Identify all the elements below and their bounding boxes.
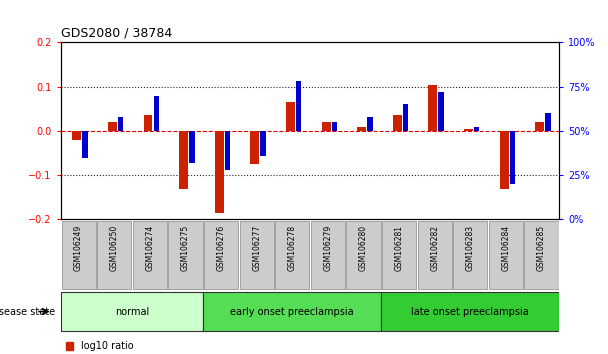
FancyBboxPatch shape — [381, 292, 559, 331]
FancyBboxPatch shape — [133, 221, 167, 289]
Text: GDS2080 / 38784: GDS2080 / 38784 — [61, 27, 172, 40]
Bar — [367, 117, 373, 131]
Bar — [438, 92, 444, 131]
Bar — [250, 131, 260, 164]
Bar — [358, 127, 366, 131]
Text: GSM106284: GSM106284 — [502, 225, 511, 271]
FancyBboxPatch shape — [453, 221, 488, 289]
Text: GSM106283: GSM106283 — [466, 225, 475, 271]
Text: GSM106277: GSM106277 — [252, 225, 261, 272]
Text: early onset preeclampsia: early onset preeclampsia — [230, 307, 354, 316]
Text: GSM106250: GSM106250 — [109, 225, 119, 272]
Bar — [154, 96, 159, 131]
Bar — [215, 131, 224, 213]
Text: GSM106274: GSM106274 — [145, 225, 154, 272]
Bar — [108, 122, 117, 131]
Bar — [510, 131, 515, 184]
Text: GSM106279: GSM106279 — [323, 225, 333, 272]
Bar — [545, 113, 551, 131]
Bar — [118, 117, 123, 131]
FancyBboxPatch shape — [489, 221, 523, 289]
FancyBboxPatch shape — [418, 221, 452, 289]
Bar — [500, 131, 509, 188]
Text: late onset preeclampsia: late onset preeclampsia — [412, 307, 529, 316]
FancyBboxPatch shape — [204, 221, 238, 289]
FancyBboxPatch shape — [275, 221, 309, 289]
FancyBboxPatch shape — [240, 221, 274, 289]
Text: GSM106282: GSM106282 — [430, 225, 439, 271]
Text: GSM106281: GSM106281 — [395, 225, 404, 271]
Text: GSM106276: GSM106276 — [216, 225, 226, 272]
FancyBboxPatch shape — [61, 292, 203, 331]
Text: disease state: disease state — [0, 307, 55, 316]
FancyBboxPatch shape — [97, 221, 131, 289]
FancyBboxPatch shape — [525, 221, 559, 289]
Bar — [474, 127, 480, 131]
Bar — [429, 85, 437, 131]
Bar — [322, 122, 331, 131]
Bar — [72, 131, 81, 140]
Bar — [286, 102, 295, 131]
Bar — [82, 131, 88, 158]
Bar — [464, 129, 473, 131]
FancyBboxPatch shape — [311, 221, 345, 289]
FancyBboxPatch shape — [347, 221, 381, 289]
FancyBboxPatch shape — [203, 292, 381, 331]
Bar — [189, 131, 195, 163]
Bar — [403, 104, 408, 131]
FancyBboxPatch shape — [382, 221, 416, 289]
Text: GSM106285: GSM106285 — [537, 225, 546, 271]
FancyBboxPatch shape — [168, 221, 202, 289]
Bar — [143, 115, 153, 131]
Bar — [331, 122, 337, 131]
FancyBboxPatch shape — [61, 221, 95, 289]
Bar — [260, 131, 266, 156]
Text: GSM106280: GSM106280 — [359, 225, 368, 271]
Text: GSM106275: GSM106275 — [181, 225, 190, 272]
Text: GSM106278: GSM106278 — [288, 225, 297, 271]
Bar — [393, 115, 402, 131]
Bar — [296, 81, 302, 131]
Bar — [179, 131, 188, 188]
Bar — [535, 122, 544, 131]
Bar — [225, 131, 230, 170]
Legend: log10 ratio, percentile rank within the sample: log10 ratio, percentile rank within the … — [66, 341, 246, 354]
Text: GSM106249: GSM106249 — [74, 225, 83, 272]
Text: normal: normal — [115, 307, 149, 316]
